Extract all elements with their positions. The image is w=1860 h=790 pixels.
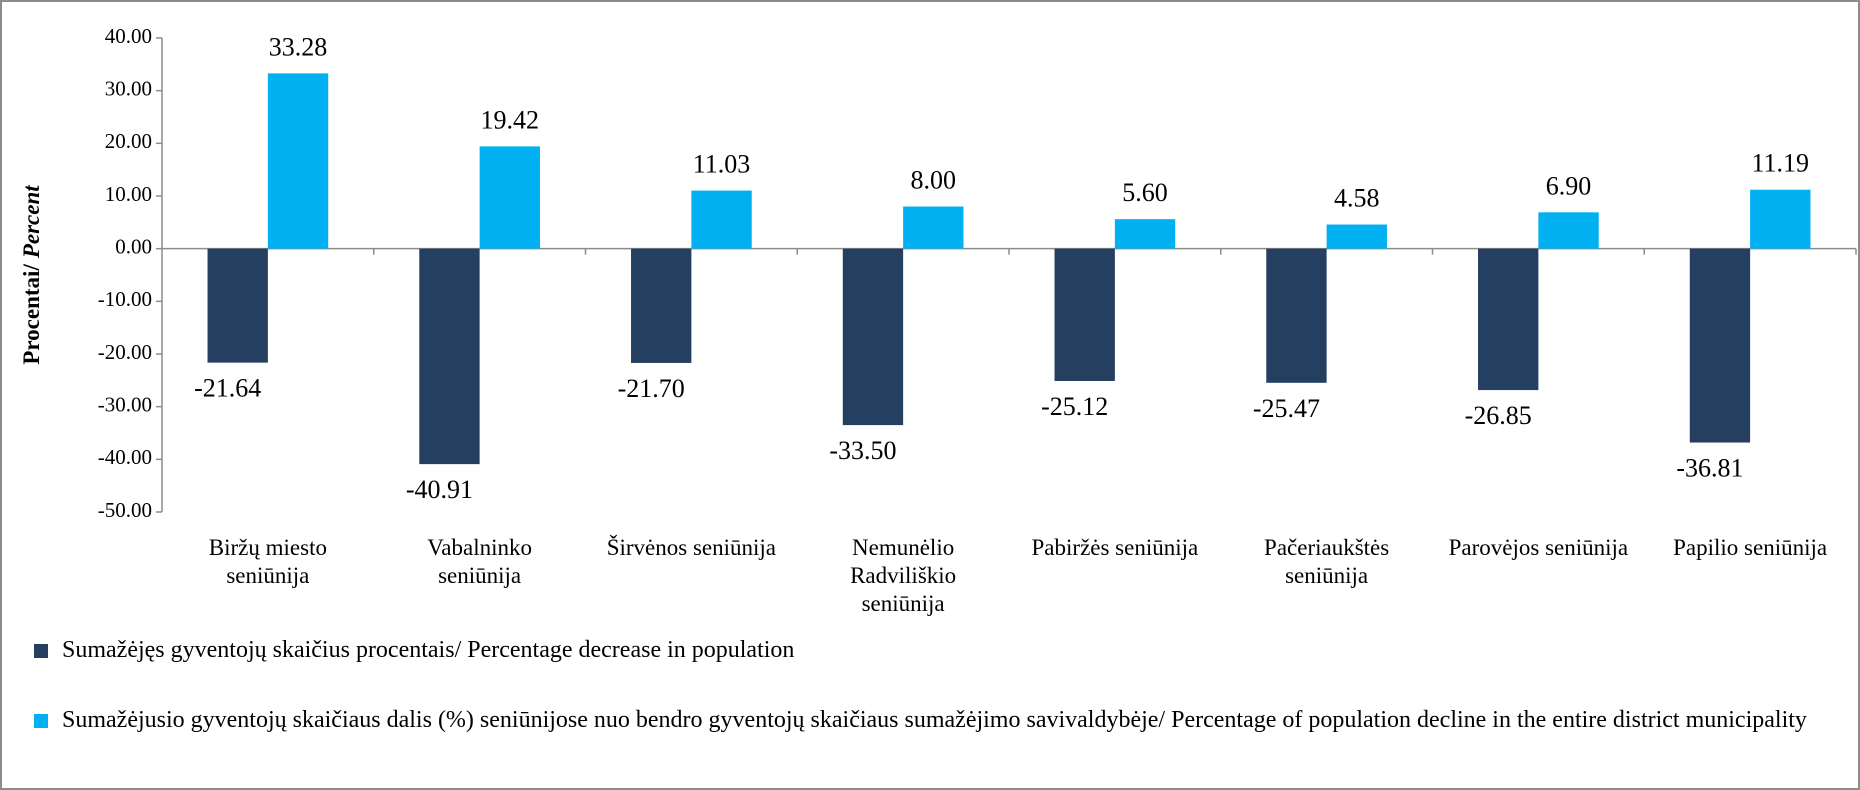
y-axis-label-part: Procentai/	[19, 264, 44, 365]
y-tick-label: -40.00	[98, 445, 152, 469]
y-tick-label: -10.00	[98, 287, 152, 311]
value-label: -21.70	[618, 374, 685, 403]
legend-item: Sumažėjęs gyventojų skaičius procentais/…	[28, 636, 1838, 665]
bar	[691, 190, 752, 249]
value-label: 6.90	[1546, 171, 1592, 200]
legend-swatch	[34, 714, 48, 728]
value-label: -25.47	[1253, 394, 1320, 423]
bar	[1114, 219, 1176, 249]
y-tick-label: 0.00	[115, 234, 152, 258]
value-label: 11.19	[1752, 149, 1810, 178]
bar	[1478, 248, 1539, 391]
bar	[479, 146, 540, 249]
y-tick-label: 40.00	[105, 24, 152, 48]
bar	[1326, 224, 1387, 249]
bar	[419, 248, 480, 465]
value-label: 5.60	[1122, 178, 1168, 207]
value-label: -21.64	[194, 374, 261, 403]
x-tick-label: Pačeriaukštės seniūnija	[1264, 535, 1390, 588]
x-tick-label: Vabalninko seniūnija	[427, 535, 532, 588]
y-tick-label: 30.00	[105, 76, 152, 100]
y-tick-label: 20.00	[105, 129, 152, 153]
bar	[842, 248, 904, 426]
x-tick-label: Papilio seniūnija	[1673, 535, 1828, 560]
x-tick-label: Biržų miesto seniūnija	[208, 535, 327, 588]
bar	[207, 248, 268, 363]
legend-label: Sumažėjęs gyventojų skaičius procentais/…	[62, 637, 795, 663]
value-label: -33.50	[829, 436, 896, 465]
value-label: -36.81	[1676, 454, 1743, 483]
bar	[267, 73, 329, 249]
bar	[1750, 189, 1811, 249]
bar	[631, 248, 692, 363]
y-tick-label: 10.00	[105, 182, 152, 206]
y-tick-label: -50.00	[98, 498, 152, 522]
bar	[903, 206, 964, 249]
value-label: -40.91	[406, 475, 473, 504]
y-axis-label: Procentai/Percent	[19, 185, 44, 365]
y-tick-label: -30.00	[98, 392, 152, 416]
value-label: 19.42	[481, 105, 540, 134]
bar	[1266, 248, 1327, 383]
value-label: -26.85	[1465, 401, 1532, 430]
bar	[1689, 248, 1751, 443]
x-tick-label: Parovėjos seniūnija	[1448, 535, 1629, 560]
value-label: -25.12	[1041, 392, 1108, 421]
bar	[1538, 212, 1599, 249]
value-label: 33.28	[269, 32, 328, 61]
value-label: 11.03	[693, 150, 751, 179]
legend-swatch	[34, 644, 48, 658]
x-tick-label: Pabiržės seniūnija	[1031, 535, 1199, 560]
y-axis-label-part: Percent	[19, 185, 44, 259]
x-tick-label: Nemunėlio Radviliškio seniūnija	[850, 535, 957, 616]
legend-label: Sumažėjusio gyventojų skaičiaus dalis (%…	[62, 707, 1807, 733]
value-label: 8.00	[911, 166, 957, 195]
legend-item: Sumažėjusio gyventojų skaičiaus dalis (%…	[28, 706, 1838, 735]
y-tick-label: -20.00	[98, 340, 152, 364]
bar	[1054, 248, 1115, 381]
value-label: 4.58	[1334, 184, 1380, 213]
x-tick-label: Širvėnos seniūnija	[606, 535, 777, 560]
